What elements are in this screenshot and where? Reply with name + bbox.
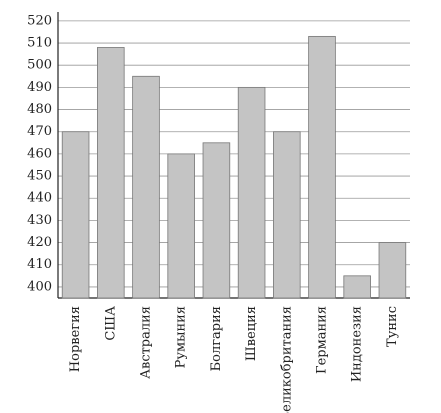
bar: [132, 75, 160, 299]
bar: [167, 153, 195, 299]
bar: [378, 242, 407, 299]
x-tick-label: Швеция: [244, 306, 259, 361]
x-tick-label: Норвегия: [68, 306, 83, 372]
y-tick-label: 480: [27, 102, 52, 117]
y-tick-label: 400: [27, 279, 52, 294]
y-tick-label: 510: [27, 36, 52, 51]
x-tick-label: Индонезия: [350, 306, 365, 382]
y-tick-label: 490: [27, 80, 52, 95]
bar: [97, 47, 125, 299]
bar: [61, 131, 90, 299]
y-tick-label: 450: [27, 169, 52, 184]
y-tick-label: 460: [27, 146, 52, 161]
y-tick-label: 420: [27, 235, 52, 250]
bar: [308, 35, 336, 299]
x-tick-label: Германия: [315, 306, 330, 374]
y-tick-label: 500: [27, 58, 52, 73]
bar: [237, 86, 266, 299]
y-tick-label: 430: [27, 213, 52, 228]
y-tick-label: 520: [27, 13, 52, 28]
x-tick-label: Австралия: [139, 306, 154, 379]
bar: [273, 131, 301, 299]
x-tick-label: США: [103, 306, 118, 341]
x-tick-label: Великобритания: [279, 306, 294, 413]
y-tick-label: 410: [27, 257, 52, 272]
y-tick-label: 440: [27, 191, 52, 206]
bar: [202, 142, 231, 299]
x-tick-label: Тунис: [385, 306, 400, 347]
x-tick-label: Румыния: [174, 306, 189, 368]
x-tick-label: Болгария: [209, 306, 224, 371]
bar: [343, 275, 371, 299]
y-tick-label: 470: [27, 124, 52, 139]
